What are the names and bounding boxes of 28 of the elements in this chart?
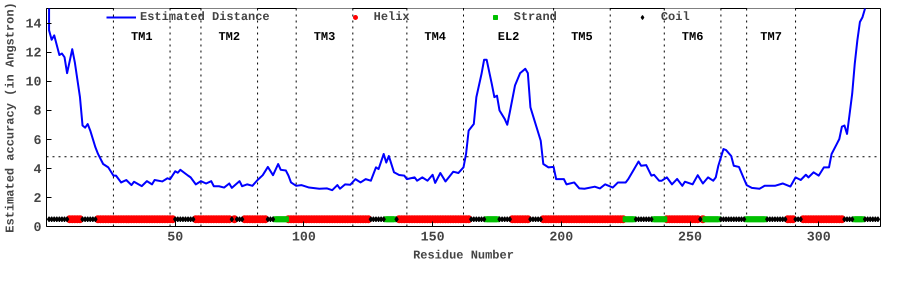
y-tick-label: 8 — [34, 104, 42, 120]
band-label: TM5 — [571, 30, 593, 44]
band-label: TM2 — [218, 30, 240, 44]
legend-label: Coil — [660, 10, 690, 24]
x-tick-label: 200 — [549, 230, 574, 246]
legend-label: Estimated Distance — [140, 10, 270, 24]
y-tick-label: 10 — [26, 76, 42, 91]
band-label: TM4 — [424, 30, 446, 44]
band-label: EL2 — [498, 30, 520, 44]
y-tick-label: 14 — [26, 18, 42, 33]
y-axis-title: Estimated accuracy (in Angstron) — [4, 2, 18, 233]
band-label: TM3 — [314, 30, 336, 44]
legend-label: Helix — [374, 10, 410, 24]
x-axis-title: Residue Number — [413, 248, 514, 262]
x-tick-label: 50 — [167, 230, 184, 246]
y-tick-label: 6 — [34, 134, 42, 149]
band-label: TM7 — [760, 30, 782, 44]
x-tick-label: 150 — [420, 230, 445, 246]
y-tick-label: 0 — [34, 221, 42, 236]
band-label: TM1 — [130, 30, 153, 44]
band-label: TM6 — [682, 30, 704, 44]
y-tick-label: 12 — [26, 46, 42, 62]
y-tick-label: 2 — [34, 192, 42, 207]
x-tick-label: 300 — [806, 230, 831, 246]
legend-label: Strand — [514, 10, 557, 24]
x-tick-label: 250 — [678, 230, 702, 246]
x-tick-label: 100 — [292, 230, 316, 246]
y-tick-label: 4 — [34, 162, 42, 178]
